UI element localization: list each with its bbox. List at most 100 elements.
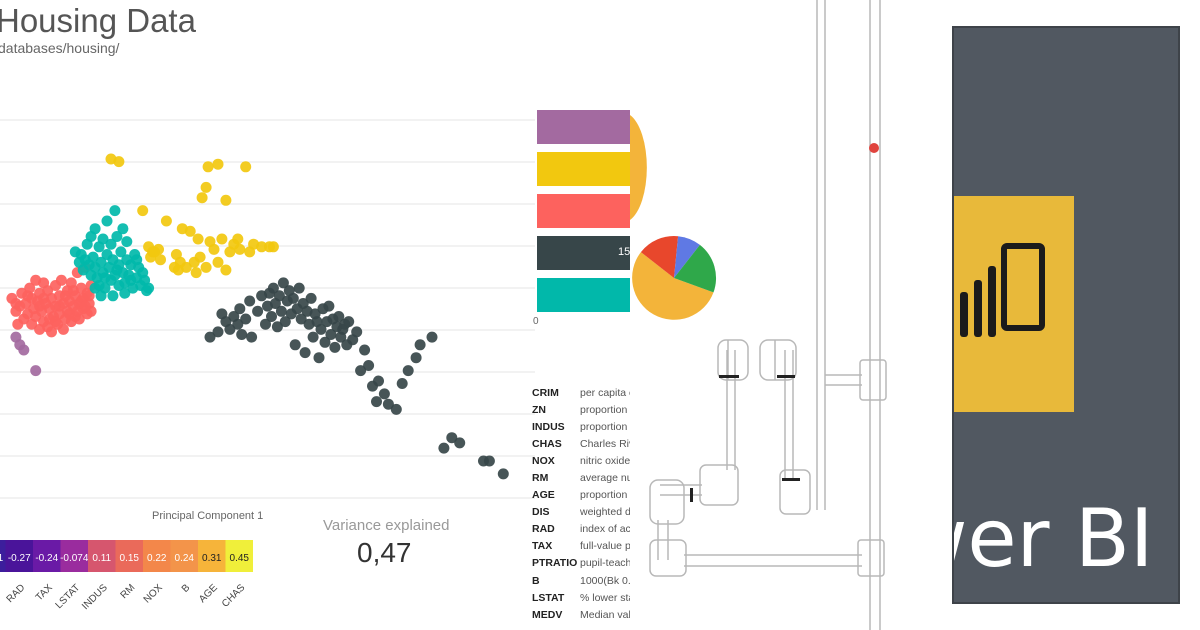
legend-key: CHAS [532,437,562,450]
legend-description: proportion [580,420,628,433]
x-axis-label: Principal Component 1 [152,510,264,522]
heatmap-cell [60,540,88,572]
scatter-point [414,339,426,351]
bar [537,152,630,186]
scatter-point [99,272,111,284]
scatter-point [121,236,133,248]
legend-key: B [532,574,540,587]
scatter-point [252,305,264,317]
scatter-point [200,181,212,193]
scatter-point [293,282,305,294]
heatmap-cell [0,540,6,572]
legend-key: TAX [532,540,553,553]
scatter-point [378,388,390,400]
legend-key: DIS [532,506,550,519]
legend-row: DIS weighted d [532,504,630,521]
heatmap-cell [198,540,226,572]
heatmap-label: RM [119,582,138,601]
scatter-point [244,295,256,307]
power-bi-logo-mark [960,243,1045,337]
scatter-point [89,223,101,235]
legend-row: MEDV Median val [532,606,630,623]
scatter-point [396,378,408,389]
scatter-point [295,313,307,325]
scatter-point [53,300,65,312]
power-bi-panel: wer BI [952,26,1180,604]
bar [537,194,630,228]
heatmap-cell [33,540,61,572]
scatter-point [355,365,367,377]
scatter-point [111,264,123,276]
pie-slice [640,235,679,278]
scatter-point [83,290,95,302]
pie-charts [630,115,717,320]
scatter-point [267,241,279,253]
scatter-point [307,331,319,343]
heatmap-cell [225,540,253,572]
scatter-point [325,329,337,340]
heatmap-value: 0.11 [92,553,111,564]
scatter-point [323,300,335,312]
scatter-point [220,264,232,276]
legend-key: INDUS [532,420,565,433]
variance-label: Variance explained [323,517,450,534]
variance-value: 0,47 [357,537,412,568]
legend-description: Median val [580,608,630,621]
scatter-point [240,313,252,325]
scatter-point [224,323,236,335]
scatter-point [402,365,414,377]
legend-row: CHAS Charles Riv [532,435,630,452]
heatmap-label: CHAS [220,582,248,610]
scatter-point [107,290,119,302]
heatmap-value: 0.31 [202,553,222,564]
scatter-point [410,352,422,364]
scatter-point [38,292,50,304]
scatter-point [200,261,212,273]
scatter-point [113,156,125,168]
scatter-point [382,398,394,410]
scatter-point [373,375,384,387]
heatmap-value: -0.31 [0,553,4,564]
scatter-point [71,305,83,317]
legend-description: proportion [580,403,628,416]
legend-row: RM average nu [532,469,630,486]
page-title: Housing Data [0,2,196,39]
scatter-point [497,468,509,480]
legend-row: PTRATIO pupil-teach [532,555,630,572]
scatter-point [333,311,345,322]
pie-slice [674,244,717,293]
scatter-point [343,316,355,328]
scatter-point [260,318,271,330]
scatter-point [275,305,287,317]
scatter-point [216,233,228,245]
heatmap-label: B [180,582,193,595]
heatmap-label: INDUS [80,582,110,612]
power-bi-logo-icon [954,196,1074,412]
legend-key: CRIM [532,386,559,399]
legend-key: ZN [532,403,546,416]
scatter-point [289,339,301,351]
scatter-point [59,290,71,302]
scatter-point [240,161,252,173]
scatter-point [351,326,363,338]
bar-chart [537,110,630,312]
scatter-point [131,254,143,266]
legend-description: proportion [580,489,628,502]
scatter-point [212,256,224,268]
scatter-point [246,331,258,343]
heatmap-label: NOX [142,582,165,605]
scatter-point [483,455,495,467]
bar [537,278,630,312]
scatter-point [95,256,107,268]
heatmap-cell [5,540,33,572]
heatmap-label: LSTAT [54,582,83,611]
scatter-point [287,292,299,304]
scatter-point [119,287,131,299]
scatter-point [234,303,246,315]
legend-key: LSTAT [532,591,565,604]
scatter-point [202,161,214,173]
heatmap-cell [88,540,116,572]
scatter-point [180,261,192,273]
scatter-point [137,205,149,217]
